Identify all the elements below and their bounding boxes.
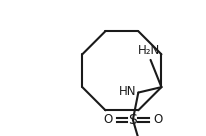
Text: HN: HN <box>118 85 136 98</box>
Text: H₂N: H₂N <box>137 44 160 57</box>
Text: O: O <box>152 113 162 126</box>
Text: S: S <box>128 113 137 127</box>
Text: O: O <box>103 113 112 126</box>
